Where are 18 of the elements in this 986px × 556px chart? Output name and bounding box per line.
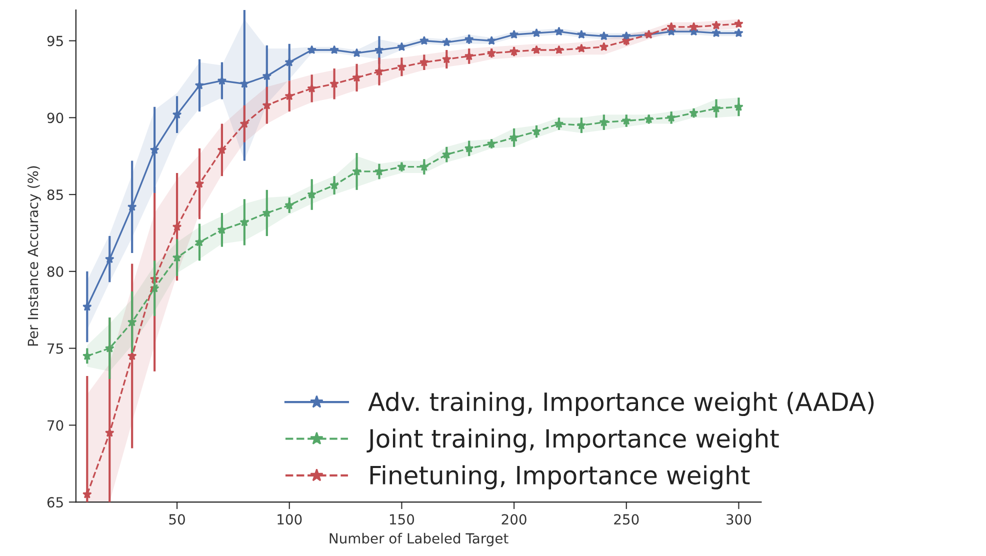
y-tick-label: 65 bbox=[47, 497, 63, 508]
legend-label: Joint training, Importance weight bbox=[366, 428, 779, 453]
x-tick-label: 150 bbox=[390, 514, 414, 525]
y-tick-label: 80 bbox=[47, 266, 64, 277]
x-tick-label: 250 bbox=[614, 514, 639, 525]
x-tick-label: 50 bbox=[169, 514, 185, 525]
legend-label: Adv. training, Importance weight (AADA) bbox=[368, 392, 874, 416]
x-tick-label: 300 bbox=[726, 514, 752, 525]
x-tick-label: 200 bbox=[502, 514, 526, 525]
y-tick-label: 75 bbox=[48, 343, 63, 354]
x-axis-title: Number of Labeled Target bbox=[330, 532, 508, 546]
y-tick-label: 85 bbox=[47, 190, 63, 200]
y-tick-label: 70 bbox=[48, 420, 64, 431]
y-tick-label: 90 bbox=[47, 112, 64, 124]
y-tick-label: 95 bbox=[47, 36, 63, 46]
y-axis-title: Per Instance Accuracy (%) bbox=[27, 166, 41, 346]
legend-label: Finetuning, Importance weight bbox=[370, 465, 750, 490]
x-tick-label: 100 bbox=[278, 514, 302, 525]
